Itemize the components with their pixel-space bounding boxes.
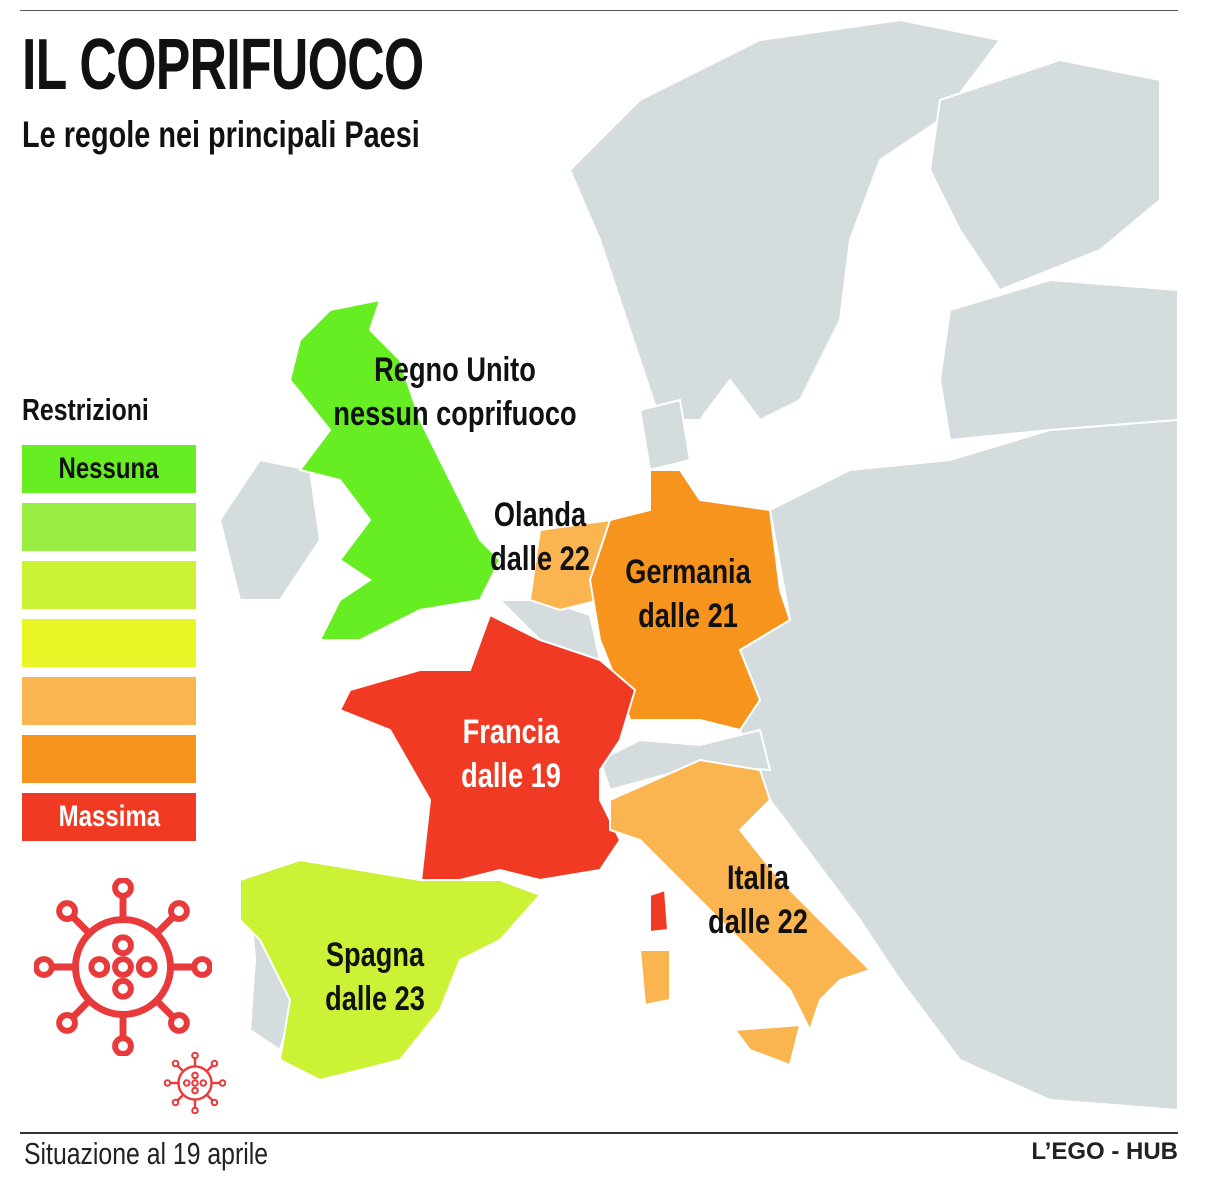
scandinavia — [568, 18, 1002, 422]
country-rule: dalle 19 — [461, 757, 561, 795]
legend-item — [22, 561, 196, 609]
date-note: Situazione al 19 aprile — [24, 1136, 269, 1171]
country-netherlands[interactable] — [528, 518, 612, 612]
country-france[interactable] — [338, 613, 637, 892]
country-name: Francia — [462, 713, 560, 751]
legend-item-label: Nessuna — [58, 452, 160, 485]
legend-item: Nessuna — [22, 445, 196, 493]
label-germany: Germania dalle 21 — [625, 550, 750, 638]
country-spain[interactable] — [239, 858, 542, 1082]
label-italy: Italia dalle 22 — [708, 856, 808, 944]
denmark — [638, 398, 692, 472]
label-netherlands: Olanda dalle 22 — [490, 493, 590, 581]
legend-item — [22, 735, 196, 783]
country-name: Germania — [625, 553, 751, 591]
country-rule: nessun coprifuoco — [333, 395, 577, 433]
label-france: Francia dalle 19 — [461, 710, 561, 798]
country-italy[interactable] — [609, 758, 872, 1033]
page-title: IL COPRIFUOCO — [22, 25, 424, 105]
label-spain: Spagna dalle 23 — [325, 933, 425, 1021]
country-italy-sicily[interactable] — [733, 1023, 802, 1067]
legend-item — [22, 677, 196, 725]
country-rule: dalle 21 — [638, 597, 738, 635]
switzerland-austria — [598, 728, 772, 792]
country-france-corsica[interactable] — [649, 888, 670, 934]
country-name: Regno Unito — [374, 351, 536, 389]
credit-logo: L’EGO - HUB — [1031, 1138, 1178, 1165]
legend-item — [22, 503, 196, 551]
finland — [928, 58, 1161, 292]
country-rule: dalle 23 — [325, 980, 425, 1018]
country-rule: dalle 22 — [490, 540, 590, 578]
ireland — [218, 458, 322, 601]
legend-item-label: Massima — [58, 800, 160, 833]
baltic-states — [938, 278, 1179, 442]
virus-icon-small — [164, 1052, 226, 1114]
page-subtitle: Le regole nei principali Paesi — [22, 114, 420, 155]
label-uk: Regno Unito nessun coprifuoco — [333, 348, 576, 436]
country-rule: dalle 22 — [708, 903, 808, 941]
legend-item: Massima — [22, 793, 196, 841]
country-germany[interactable] — [588, 469, 792, 732]
country-name: Spagna — [325, 936, 425, 974]
country-name: Italia — [727, 859, 789, 897]
country-italy-sardinia[interactable] — [638, 949, 671, 1007]
legend-item — [22, 619, 196, 667]
legend-title: Restrizioni — [22, 392, 149, 427]
other-countries — [218, 18, 1179, 1112]
top-rule — [20, 10, 1178, 11]
country-uk[interactable] — [288, 298, 502, 641]
virus-icon-large — [34, 878, 212, 1056]
country-name: Olanda — [493, 496, 587, 534]
bottom-rule — [20, 1132, 1178, 1134]
